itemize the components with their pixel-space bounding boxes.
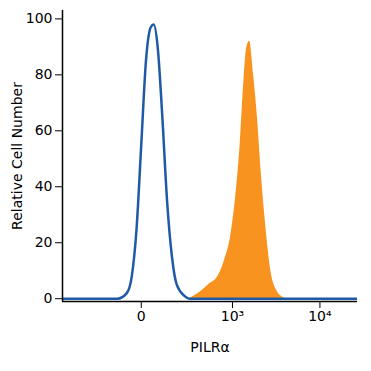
svg-text:Relative Cell Number: Relative Cell Number xyxy=(9,82,25,230)
svg-text:60: 60 xyxy=(35,122,53,138)
svg-text:10⁴: 10⁴ xyxy=(308,308,332,324)
svg-text:100: 100 xyxy=(26,10,53,26)
svg-text:10³: 10³ xyxy=(221,308,244,324)
svg-text:20: 20 xyxy=(35,234,53,250)
svg-text:0: 0 xyxy=(137,308,146,324)
svg-text:40: 40 xyxy=(35,178,53,194)
svg-text:0: 0 xyxy=(44,290,53,306)
svg-text:PILRα: PILRα xyxy=(190,339,229,355)
svg-text:80: 80 xyxy=(35,66,53,82)
